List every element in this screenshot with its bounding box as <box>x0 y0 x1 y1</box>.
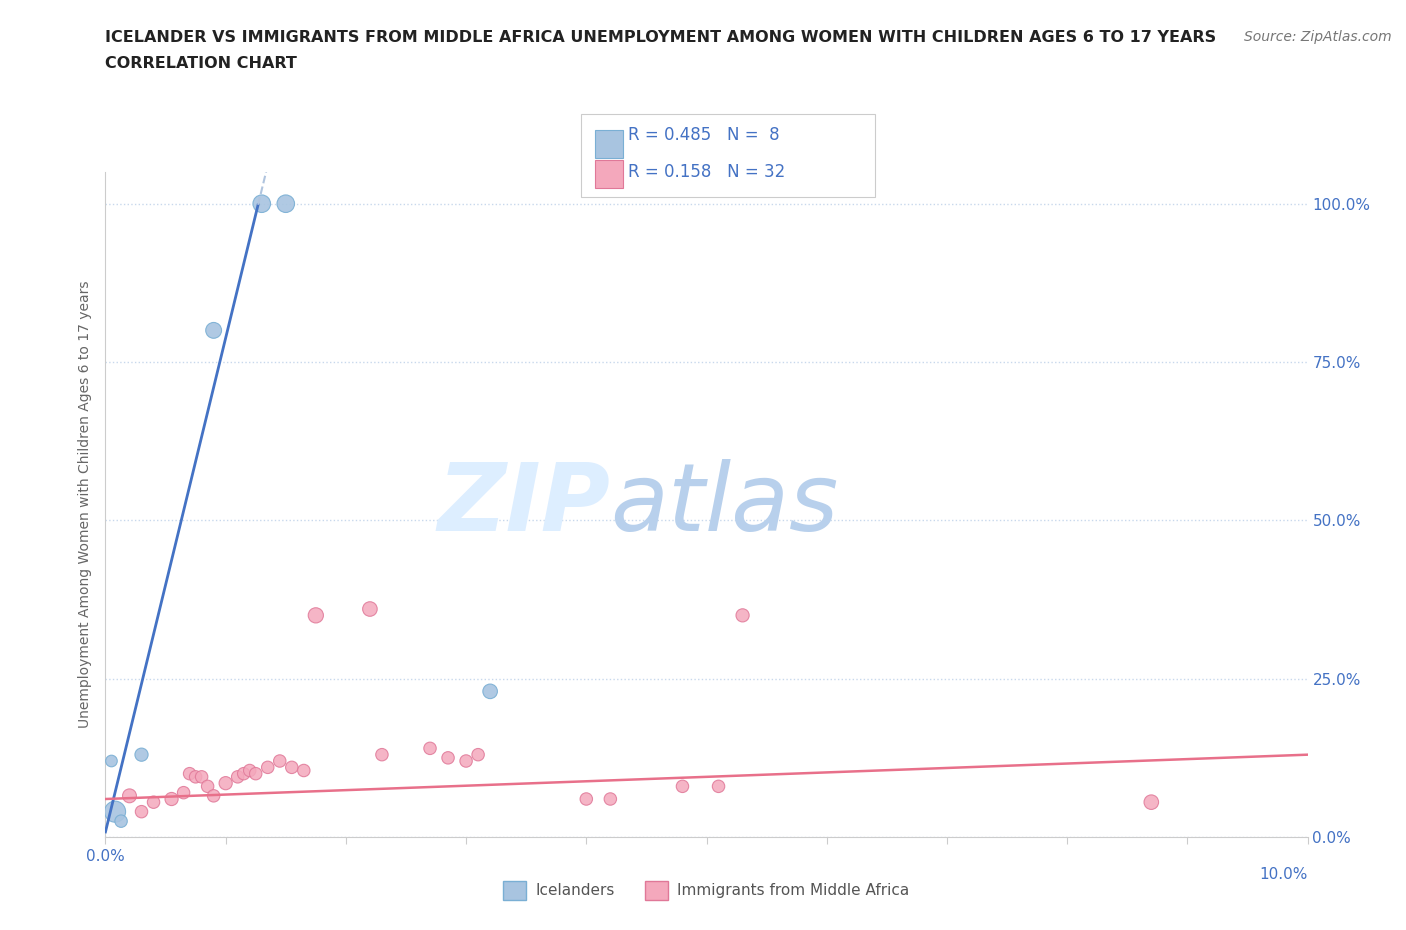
Point <box>239 764 262 778</box>
Point <box>281 760 304 775</box>
Point <box>1140 795 1163 810</box>
Point <box>479 684 502 698</box>
Point <box>118 789 141 804</box>
Text: 10.0%: 10.0% <box>1260 867 1308 882</box>
Point <box>190 769 212 784</box>
Point <box>671 779 693 794</box>
Point <box>256 760 278 775</box>
Point <box>160 791 183 806</box>
Point <box>197 779 219 794</box>
Point <box>599 791 621 806</box>
Text: atlas: atlas <box>610 459 838 550</box>
Point <box>202 323 225 338</box>
Y-axis label: Unemployment Among Women with Children Ages 6 to 17 years: Unemployment Among Women with Children A… <box>79 281 93 728</box>
Point <box>131 804 153 819</box>
Point <box>250 196 273 211</box>
Point <box>142 795 165 810</box>
Point <box>371 747 394 762</box>
Point <box>202 789 225 804</box>
Point <box>274 196 297 211</box>
Point <box>179 766 201 781</box>
Point <box>292 764 315 778</box>
Legend: Icelanders, Immigrants from Middle Africa: Icelanders, Immigrants from Middle Afric… <box>498 875 915 906</box>
Point <box>437 751 460 765</box>
Point <box>467 747 489 762</box>
Text: CORRELATION CHART: CORRELATION CHART <box>105 56 297 71</box>
Point <box>305 608 328 623</box>
Point <box>110 814 132 829</box>
Point <box>707 779 730 794</box>
Text: R = 0.485   N =  8: R = 0.485 N = 8 <box>628 126 780 143</box>
Text: Source: ZipAtlas.com: Source: ZipAtlas.com <box>1244 30 1392 44</box>
Point <box>100 753 122 768</box>
Point <box>454 753 477 768</box>
Point <box>232 766 254 781</box>
Point <box>104 804 127 819</box>
Text: ICELANDER VS IMMIGRANTS FROM MIDDLE AFRICA UNEMPLOYMENT AMONG WOMEN WITH CHILDRE: ICELANDER VS IMMIGRANTS FROM MIDDLE AFRI… <box>105 30 1216 45</box>
Point <box>419 741 441 756</box>
Point <box>359 602 381 617</box>
Point <box>214 776 236 790</box>
Point <box>731 608 754 623</box>
Point <box>173 785 195 800</box>
Point <box>184 769 207 784</box>
Text: ZIP: ZIP <box>437 458 610 551</box>
Point <box>226 769 249 784</box>
Point <box>575 791 598 806</box>
Point <box>131 747 153 762</box>
Point <box>245 766 267 781</box>
Text: R = 0.158   N = 32: R = 0.158 N = 32 <box>628 163 786 180</box>
Point <box>269 753 291 768</box>
